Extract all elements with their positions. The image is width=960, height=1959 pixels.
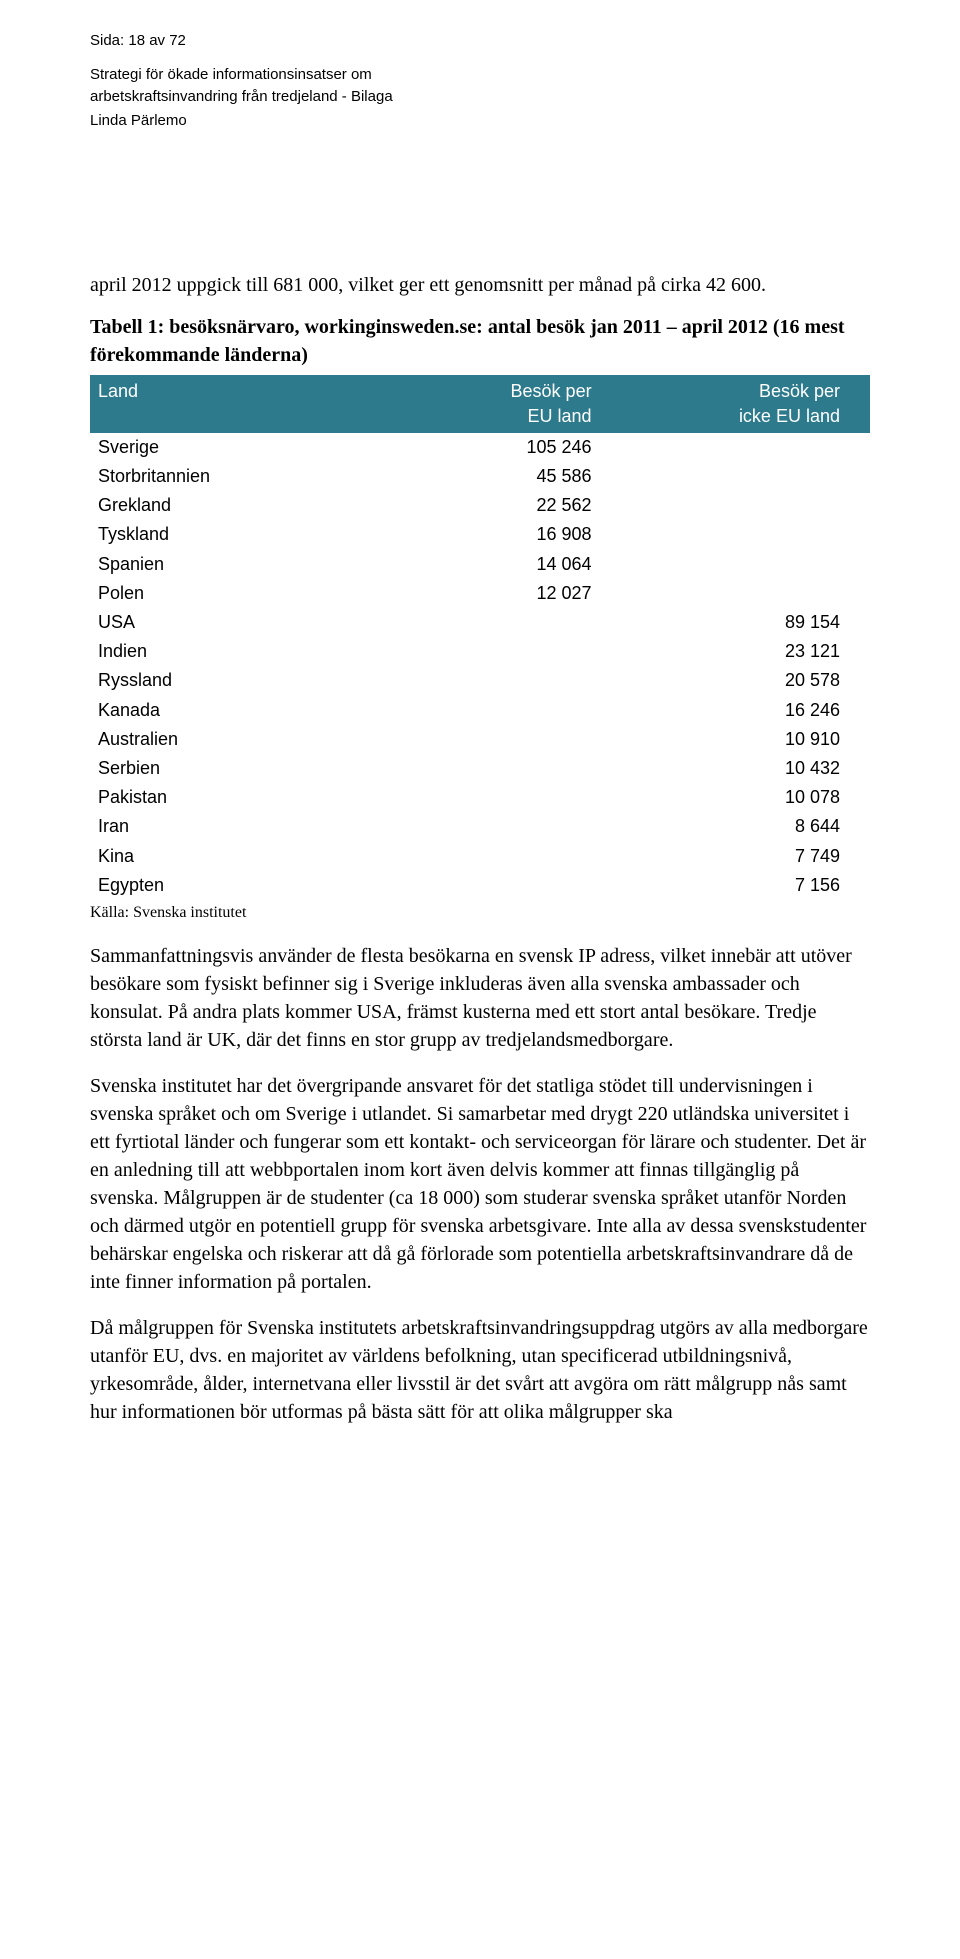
cell-noneu-visits <box>652 550 870 579</box>
cell-eu-visits <box>433 666 651 695</box>
cell-noneu-visits: 10 432 <box>652 754 870 783</box>
cell-eu-visits <box>433 871 651 900</box>
table-source: Källa: Svenska institutet <box>90 902 870 924</box>
table-row: Grekland22 562 <box>90 491 870 520</box>
author-name: Linda Pärlemo <box>90 110 870 131</box>
cell-land: Sverige <box>90 433 433 462</box>
table-row: Pakistan 10 078 <box>90 783 870 812</box>
col-header-eu: Besök per EU land <box>433 375 651 433</box>
col-header-land: Land <box>90 375 433 433</box>
cell-noneu-visits <box>652 491 870 520</box>
table-row: Iran 8 644 <box>90 812 870 841</box>
cell-land: Australien <box>90 725 433 754</box>
col-header-noneu: Besök per icke EU land <box>652 375 870 433</box>
cell-land: Iran <box>90 812 433 841</box>
cell-eu-visits: 12 027 <box>433 579 651 608</box>
cell-noneu-visits: 10 078 <box>652 783 870 812</box>
table-row: Polen12 027 <box>90 579 870 608</box>
cell-noneu-visits: 8 644 <box>652 812 870 841</box>
cell-eu-visits <box>433 812 651 841</box>
cell-eu-visits <box>433 637 651 666</box>
table-row: Kina 7 749 <box>90 842 870 871</box>
table-row: Indien 23 121 <box>90 637 870 666</box>
cell-eu-visits <box>433 608 651 637</box>
col-header-noneu-line1: Besök per <box>759 381 840 401</box>
visits-table: Land Besök per EU land Besök per icke EU… <box>90 375 870 900</box>
cell-land: Kina <box>90 842 433 871</box>
cell-eu-visits <box>433 783 651 812</box>
col-header-noneu-line2: icke EU land <box>739 406 840 426</box>
table-header-row: Land Besök per EU land Besök per icke EU… <box>90 375 870 433</box>
cell-land: Ryssland <box>90 666 433 695</box>
table-row: Kanada 16 246 <box>90 696 870 725</box>
col-header-eu-line1: Besök per <box>511 381 592 401</box>
body-paragraph: Sammanfattningsvis använder de flesta be… <box>90 942 870 1054</box>
cell-eu-visits <box>433 725 651 754</box>
cell-land: Grekland <box>90 491 433 520</box>
page-number: Sida: 18 av 72 <box>90 30 870 51</box>
cell-eu-visits: 16 908 <box>433 520 651 549</box>
doc-subtitle-line2: arbetskraftsinvandring från tredjeland -… <box>90 87 870 107</box>
intro-paragraph: april 2012 uppgick till 681 000, vilket … <box>90 271 870 299</box>
cell-eu-visits <box>433 842 651 871</box>
cell-land: USA <box>90 608 433 637</box>
cell-noneu-visits: 16 246 <box>652 696 870 725</box>
cell-land: Polen <box>90 579 433 608</box>
cell-land: Tyskland <box>90 520 433 549</box>
cell-land: Indien <box>90 637 433 666</box>
cell-noneu-visits <box>652 433 870 462</box>
cell-land: Pakistan <box>90 783 433 812</box>
cell-noneu-visits: 7 749 <box>652 842 870 871</box>
cell-noneu-visits: 7 156 <box>652 871 870 900</box>
table-row: Sverige105 246 <box>90 433 870 462</box>
cell-noneu-visits <box>652 462 870 491</box>
table-caption: Tabell 1: besöksnärvaro, workinginsweden… <box>90 313 870 369</box>
cell-land: Egypten <box>90 871 433 900</box>
cell-noneu-visits: 10 910 <box>652 725 870 754</box>
table-row: Egypten 7 156 <box>90 871 870 900</box>
table-row: Serbien 10 432 <box>90 754 870 783</box>
cell-eu-visits: 22 562 <box>433 491 651 520</box>
cell-land: Spanien <box>90 550 433 579</box>
doc-subtitle-line1: Strategi för ökade informationsinsatser … <box>90 65 870 85</box>
body-paragraph: Då målgruppen för Svenska institutets ar… <box>90 1314 870 1426</box>
cell-noneu-visits: 20 578 <box>652 666 870 695</box>
table-row: USA 89 154 <box>90 608 870 637</box>
cell-noneu-visits: 23 121 <box>652 637 870 666</box>
cell-eu-visits: 45 586 <box>433 462 651 491</box>
cell-noneu-visits <box>652 520 870 549</box>
table-row: Australien 10 910 <box>90 725 870 754</box>
table-row: Spanien14 064 <box>90 550 870 579</box>
cell-land: Serbien <box>90 754 433 783</box>
cell-noneu-visits <box>652 579 870 608</box>
cell-noneu-visits: 89 154 <box>652 608 870 637</box>
col-header-eu-line2: EU land <box>528 406 592 426</box>
cell-eu-visits: 105 246 <box>433 433 651 462</box>
cell-land: Kanada <box>90 696 433 725</box>
body-paragraph: Svenska institutet har det övergripande … <box>90 1072 870 1296</box>
table-row: Ryssland 20 578 <box>90 666 870 695</box>
cell-eu-visits <box>433 754 651 783</box>
cell-eu-visits: 14 064 <box>433 550 651 579</box>
cell-land: Storbritannien <box>90 462 433 491</box>
table-row: Tyskland16 908 <box>90 520 870 549</box>
cell-eu-visits <box>433 696 651 725</box>
table-row: Storbritannien45 586 <box>90 462 870 491</box>
